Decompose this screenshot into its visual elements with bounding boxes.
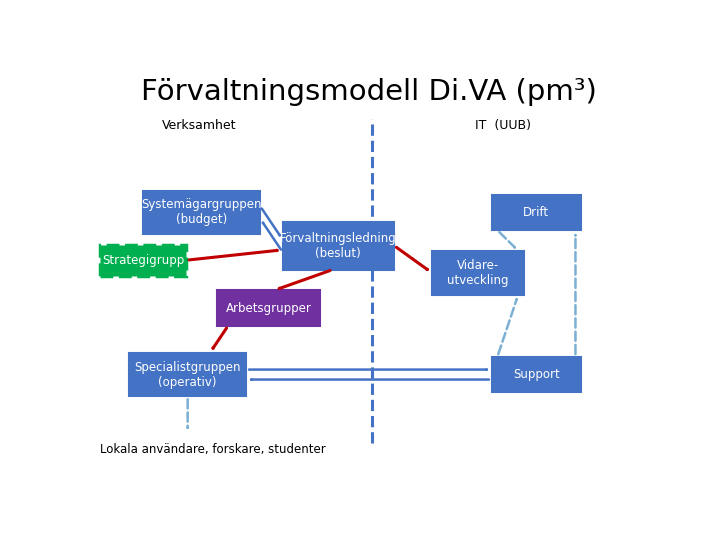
Text: IT  (UUB): IT (UUB)	[475, 119, 531, 132]
FancyBboxPatch shape	[143, 191, 260, 234]
FancyBboxPatch shape	[492, 357, 581, 392]
FancyBboxPatch shape	[217, 291, 320, 326]
FancyBboxPatch shape	[100, 245, 186, 276]
Text: Drift: Drift	[523, 206, 549, 219]
FancyBboxPatch shape	[432, 251, 524, 294]
Text: Support: Support	[513, 368, 559, 381]
Text: Arbetsgrupper: Arbetsgrupper	[225, 301, 312, 314]
FancyBboxPatch shape	[129, 353, 246, 396]
Text: Vidare-
utveckling: Vidare- utveckling	[447, 259, 508, 287]
FancyBboxPatch shape	[492, 195, 581, 230]
Text: Verksamhet: Verksamhet	[161, 119, 236, 132]
Text: Förvaltningsledning
(beslut): Förvaltningsledning (beslut)	[280, 232, 397, 260]
Text: Förvaltningsmodell Di.VA (pm³): Förvaltningsmodell Di.VA (pm³)	[141, 78, 597, 106]
Text: Systemägargruppen
(budget): Systemägargruppen (budget)	[141, 198, 262, 226]
Text: Lokala användare, forskare, studenter: Lokala användare, forskare, studenter	[100, 443, 325, 456]
Text: Strategigrupp: Strategigrupp	[102, 254, 184, 267]
FancyBboxPatch shape	[282, 222, 394, 269]
Text: Specialistgruppen
(operativ): Specialistgruppen (operativ)	[135, 361, 241, 389]
